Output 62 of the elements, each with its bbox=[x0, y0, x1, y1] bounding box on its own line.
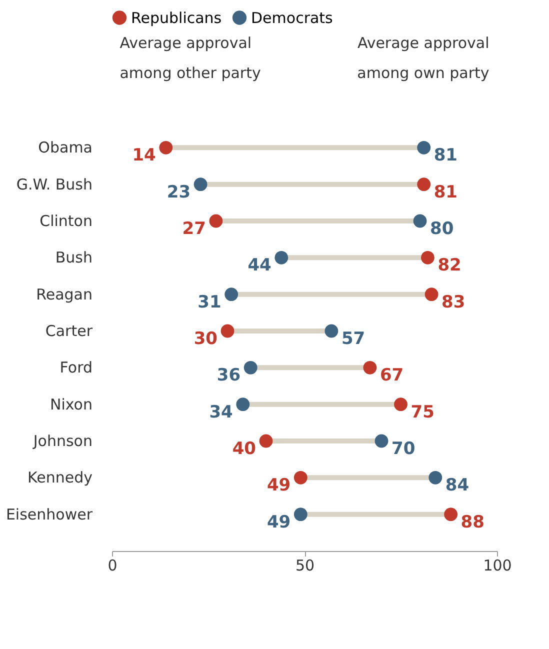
legend-label: Republicans bbox=[131, 8, 222, 27]
data-label: 57 bbox=[341, 329, 366, 349]
data-label: 23 bbox=[166, 182, 191, 202]
data-label: 44 bbox=[248, 256, 272, 276]
x-tick-label: 0 bbox=[108, 556, 118, 574]
point bbox=[420, 250, 434, 264]
data-label: 34 bbox=[209, 402, 234, 422]
y-tick-label: Eisenhower bbox=[6, 505, 94, 524]
point bbox=[324, 324, 338, 338]
data-label: 80 bbox=[430, 219, 454, 239]
y-tick-label: Johnson bbox=[32, 432, 92, 450]
data-label: 40 bbox=[232, 439, 256, 459]
text: Average approval among other party bbox=[120, 34, 261, 82]
x-tick-label: 50 bbox=[295, 556, 315, 574]
point bbox=[294, 508, 308, 522]
y-tick-label: Nixon bbox=[50, 395, 92, 414]
point bbox=[224, 288, 238, 302]
point bbox=[394, 398, 408, 412]
point bbox=[363, 360, 377, 374]
y-tick-label: Reagan bbox=[36, 285, 92, 304]
data-label: 70 bbox=[392, 439, 416, 459]
point bbox=[159, 140, 173, 154]
point bbox=[417, 140, 431, 154]
data-label: 75 bbox=[410, 402, 434, 422]
point bbox=[274, 250, 288, 264]
data-label: 27 bbox=[182, 219, 206, 239]
point bbox=[259, 434, 273, 448]
point bbox=[244, 360, 258, 374]
y-tick-label: Bush bbox=[55, 248, 92, 267]
data-label: 81 bbox=[434, 182, 458, 202]
point bbox=[194, 178, 208, 192]
x-tick-label: 100 bbox=[483, 556, 512, 574]
data-label: 67 bbox=[380, 366, 404, 386]
point bbox=[209, 214, 223, 228]
y-tick-label: G.W. Bush bbox=[16, 175, 92, 194]
y-tick-label: Kennedy bbox=[28, 468, 93, 487]
point bbox=[428, 470, 442, 484]
point bbox=[374, 434, 388, 448]
point bbox=[417, 178, 431, 192]
y-tick-label: Clinton bbox=[40, 212, 92, 230]
data-label: 30 bbox=[194, 329, 218, 349]
point bbox=[220, 324, 234, 338]
data-label: 88 bbox=[460, 512, 484, 532]
data-label: 31 bbox=[198, 292, 222, 312]
data-label: 36 bbox=[216, 366, 241, 386]
data-label: 49 bbox=[266, 512, 291, 532]
y-tick-label: Ford bbox=[60, 358, 92, 377]
data-label: 83 bbox=[442, 292, 466, 312]
point bbox=[294, 470, 308, 484]
text: Average approval among own party bbox=[357, 34, 490, 82]
data-label: 14 bbox=[132, 146, 156, 166]
data-label: 84 bbox=[445, 476, 470, 496]
y-tick-label: Carter bbox=[45, 322, 94, 340]
legend-label: Democrats bbox=[251, 8, 334, 27]
point bbox=[236, 398, 250, 412]
data-label: 82 bbox=[438, 256, 462, 276]
data-label: 81 bbox=[434, 146, 458, 166]
data-label: 49 bbox=[266, 476, 291, 496]
point bbox=[413, 214, 427, 228]
point bbox=[424, 288, 438, 302]
point bbox=[444, 508, 458, 522]
y-tick-label: Obama bbox=[38, 138, 92, 157]
